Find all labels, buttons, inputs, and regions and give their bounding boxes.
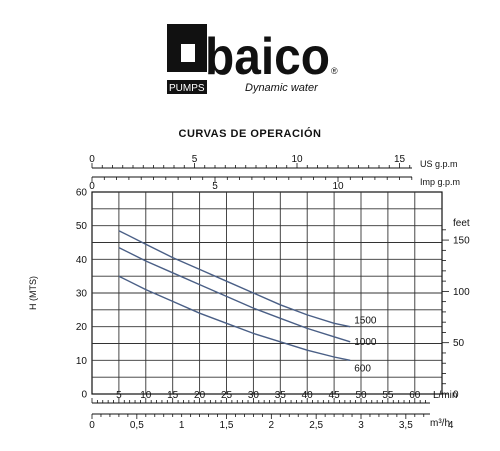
x-axis-label: L/min [433,390,457,401]
x-tick-label: 40 [302,390,314,401]
feet-axis-label: feet [453,218,470,229]
x-tick-label: 30 [248,390,260,401]
y-tick-label: 0 [81,390,87,401]
m3h-tick-label: 1,5 [220,420,234,431]
x-tick-label: 50 [355,390,367,401]
m3h-tick-label: 1 [179,420,185,431]
feet-tick-label: 100 [453,287,470,298]
x-tick-label: 35 [275,390,287,401]
m3h-axis-label: m³/h [430,418,450,429]
logo: baico ® PUMPS Dynamic water [167,24,338,94]
y-tick-label: 60 [76,188,88,199]
x-tick-label: 5 [116,390,122,401]
x-tick-label: 25 [221,390,233,401]
m3h-tick-label: 2 [269,420,275,431]
x-tick-label: 15 [167,390,179,401]
top-axes: 0 5 10 15 US g.p.m 0 5 10 Imp g.p.m [89,154,460,192]
x-tick-label: 45 [329,390,341,401]
series-label-1000: 1000 [354,337,377,348]
series-group: 1500 1000 600 [118,230,377,374]
y-tick-label: 50 [76,221,88,232]
y-tick-label: 30 [76,289,88,300]
feet-axis: 0 50 100 150 feet [441,218,470,401]
feet-tick-label: 50 [453,338,465,349]
m3h-tick-label: 4 [448,420,454,431]
feet-tick-label: 0 [453,390,459,401]
m3h-tick-label: 3 [358,420,364,431]
y-tick-label: 10 [76,356,88,367]
x-tick-label: 10 [140,390,152,401]
y-axis: 0 10 20 30 40 50 60 [76,188,88,401]
series-label-600: 600 [354,363,371,374]
impgpm-tick-label: 0 [89,181,95,192]
m3h-tick-label: 2,5 [309,420,323,431]
usgpm-tick-label: 10 [291,154,303,165]
usgpm-axis-label: US g.p.m [420,159,458,169]
y-axis-label: H (MTS) [28,276,38,310]
usgpm-tick-label: 0 [89,154,95,165]
feet-tick-label: 150 [453,236,470,247]
impgpm-tick-label: 10 [332,181,344,192]
series-line-1500 [118,230,351,328]
m3h-tick-label: 0,5 [130,420,144,431]
x-tick-label: 55 [382,390,394,401]
logo-tag: PUMPS [169,83,205,94]
impgpm-axis-label: Imp g.p.m [420,177,460,187]
impgpm-tick-label: 5 [212,181,218,192]
y-tick-label: 20 [76,322,88,333]
m3h-tick-label: 0 [89,420,95,431]
grid [92,192,442,394]
y-tick-label: 40 [76,255,88,266]
chart-title: CURVAS DE OPERACIÓN [179,127,322,140]
series-line-1000 [118,246,351,343]
logo-registered: ® [331,66,338,76]
series-line-600 [118,275,351,361]
series-label-1500: 1500 [354,316,377,327]
logo-brand: baico [205,28,330,86]
m3h-tick-label: 3,5 [399,420,413,431]
usgpm-tick-label: 15 [394,154,406,165]
x-tick-label: 20 [194,390,206,401]
logo-slogan: Dynamic water [245,82,319,94]
x-tick-label: 60 [409,390,421,401]
usgpm-tick-label: 5 [192,154,198,165]
